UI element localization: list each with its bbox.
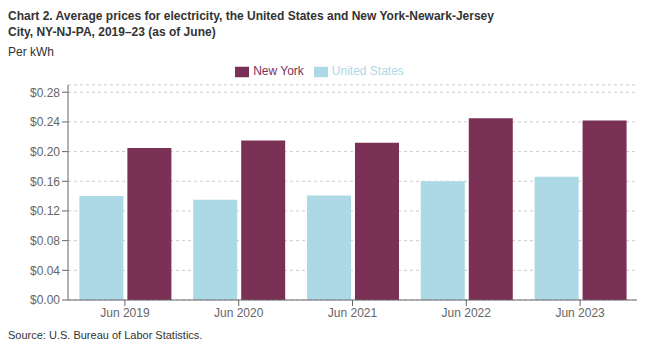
svg-text:Jun 2019: Jun 2019	[100, 306, 150, 320]
html-text:Source: U.S. Bureau of Labor S: Source: U.S. Bureau of Labor Statistics.	[8, 329, 203, 341]
html-text:Per kWh: Per kWh	[8, 45, 54, 59]
html-text:United States: United States	[331, 64, 404, 78]
svg-text:$0.24: $0.24	[30, 115, 60, 129]
svg-text:$0.20: $0.20	[30, 145, 60, 159]
svg-text:Jun 2021: Jun 2021	[328, 306, 378, 320]
svg-text:$0.00: $0.00	[30, 293, 60, 307]
html-text:Chart 2. Average prices for el: Chart 2. Average prices for electricity,…	[8, 9, 494, 39]
svg-text:$0.12: $0.12	[30, 204, 60, 218]
svg-text:Jun 2023: Jun 2023	[555, 306, 605, 320]
svg-text:$0.08: $0.08	[30, 234, 60, 248]
svg-text:Jun 2022: Jun 2022	[442, 306, 492, 320]
html-text:New York: New York	[253, 64, 304, 78]
svg-text:$0.28: $0.28	[30, 86, 60, 100]
svg-text:Jun 2020: Jun 2020	[214, 306, 264, 320]
svg-text:$0.16: $0.16	[30, 175, 60, 189]
svg-text:$0.04: $0.04	[30, 264, 60, 278]
